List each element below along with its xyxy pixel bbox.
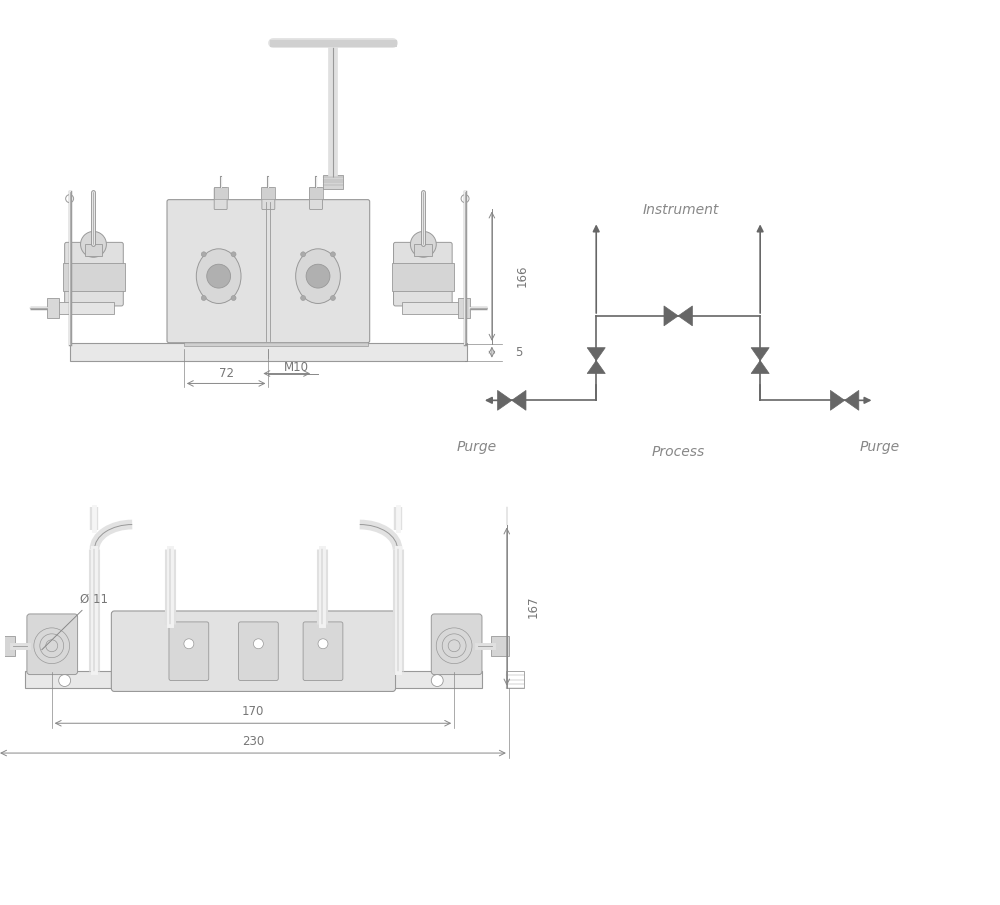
- FancyBboxPatch shape: [27, 614, 78, 674]
- FancyBboxPatch shape: [431, 614, 482, 674]
- Circle shape: [231, 252, 236, 257]
- FancyBboxPatch shape: [214, 186, 228, 198]
- Circle shape: [184, 639, 194, 649]
- Ellipse shape: [196, 249, 241, 303]
- Text: 72: 72: [219, 367, 234, 380]
- Polygon shape: [664, 306, 678, 326]
- Text: 170: 170: [242, 705, 264, 718]
- FancyBboxPatch shape: [47, 298, 59, 318]
- Circle shape: [461, 195, 469, 203]
- Circle shape: [330, 252, 335, 257]
- FancyBboxPatch shape: [261, 186, 275, 198]
- FancyBboxPatch shape: [458, 298, 470, 318]
- FancyBboxPatch shape: [214, 187, 227, 210]
- Polygon shape: [751, 360, 769, 374]
- Circle shape: [431, 674, 443, 687]
- FancyBboxPatch shape: [309, 186, 323, 198]
- Circle shape: [318, 639, 328, 649]
- FancyBboxPatch shape: [239, 622, 278, 681]
- Text: M10: M10: [284, 361, 309, 374]
- Text: Purge: Purge: [457, 440, 497, 454]
- Text: 167: 167: [527, 595, 540, 618]
- Polygon shape: [751, 348, 769, 360]
- Circle shape: [253, 639, 263, 649]
- Text: Purge: Purge: [859, 440, 899, 454]
- Circle shape: [410, 232, 436, 257]
- FancyBboxPatch shape: [392, 263, 454, 291]
- Polygon shape: [845, 390, 859, 410]
- Circle shape: [231, 296, 236, 300]
- FancyBboxPatch shape: [65, 243, 123, 306]
- Text: Process: Process: [652, 445, 705, 459]
- Polygon shape: [587, 348, 605, 360]
- Circle shape: [301, 252, 306, 257]
- FancyBboxPatch shape: [25, 671, 482, 689]
- Polygon shape: [587, 360, 605, 374]
- Text: Ø 11: Ø 11: [42, 593, 108, 650]
- Polygon shape: [678, 306, 692, 326]
- Circle shape: [306, 264, 330, 288]
- Text: 5: 5: [515, 346, 522, 359]
- Text: Instrument: Instrument: [642, 203, 719, 216]
- FancyBboxPatch shape: [169, 622, 209, 681]
- FancyBboxPatch shape: [184, 212, 368, 346]
- FancyBboxPatch shape: [85, 244, 102, 256]
- FancyBboxPatch shape: [167, 200, 370, 343]
- FancyBboxPatch shape: [262, 187, 275, 210]
- Polygon shape: [830, 390, 845, 410]
- Circle shape: [66, 195, 74, 203]
- Circle shape: [301, 296, 306, 300]
- FancyBboxPatch shape: [414, 244, 432, 256]
- Circle shape: [59, 674, 71, 687]
- Circle shape: [330, 296, 335, 300]
- FancyBboxPatch shape: [303, 622, 343, 681]
- FancyBboxPatch shape: [323, 175, 343, 189]
- FancyBboxPatch shape: [491, 636, 509, 656]
- FancyBboxPatch shape: [310, 187, 322, 210]
- FancyBboxPatch shape: [53, 302, 114, 314]
- Text: 230: 230: [242, 735, 264, 748]
- FancyBboxPatch shape: [63, 263, 125, 291]
- FancyBboxPatch shape: [111, 611, 396, 691]
- Circle shape: [81, 232, 106, 257]
- FancyBboxPatch shape: [402, 302, 464, 314]
- FancyBboxPatch shape: [394, 243, 452, 306]
- FancyBboxPatch shape: [0, 636, 15, 656]
- Circle shape: [201, 296, 206, 300]
- Polygon shape: [498, 390, 512, 410]
- Circle shape: [207, 264, 231, 288]
- Circle shape: [201, 252, 206, 257]
- Ellipse shape: [296, 249, 340, 303]
- Polygon shape: [512, 390, 526, 410]
- Text: 166: 166: [515, 265, 528, 288]
- FancyBboxPatch shape: [70, 343, 467, 360]
